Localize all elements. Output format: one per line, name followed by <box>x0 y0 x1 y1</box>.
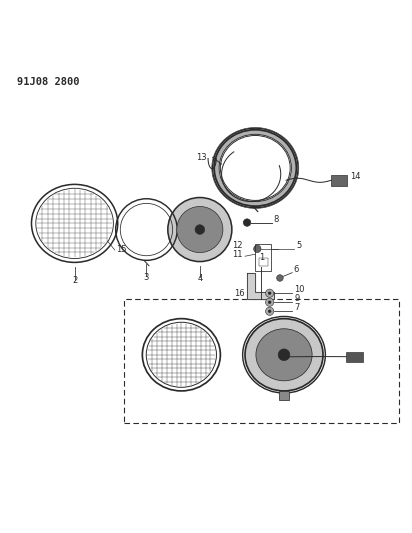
Bar <box>346 352 363 361</box>
Bar <box>331 175 347 185</box>
Text: 7: 7 <box>294 303 300 312</box>
Text: 5: 5 <box>296 241 302 251</box>
Text: 1: 1 <box>259 253 264 262</box>
Circle shape <box>268 292 271 295</box>
Bar <box>279 391 289 400</box>
Circle shape <box>243 219 251 227</box>
Circle shape <box>276 274 283 281</box>
Text: 10: 10 <box>294 285 305 294</box>
Circle shape <box>266 307 274 316</box>
Text: 11: 11 <box>232 250 243 259</box>
Text: 6: 6 <box>294 265 299 274</box>
Ellipse shape <box>219 134 291 201</box>
Circle shape <box>278 349 290 361</box>
Text: 3: 3 <box>144 273 149 282</box>
Circle shape <box>195 225 205 235</box>
Circle shape <box>254 245 261 253</box>
Text: 4: 4 <box>197 274 202 283</box>
Circle shape <box>268 301 271 304</box>
Text: 9: 9 <box>294 294 300 303</box>
Text: 12: 12 <box>232 241 243 250</box>
Text: 14: 14 <box>351 173 361 181</box>
Text: 91J08 2800: 91J08 2800 <box>17 77 80 87</box>
Text: 2: 2 <box>72 276 77 285</box>
Bar <box>259 259 267 265</box>
Text: 15: 15 <box>117 245 127 254</box>
Circle shape <box>268 310 271 313</box>
Ellipse shape <box>245 319 323 391</box>
Circle shape <box>266 298 274 306</box>
Text: 13: 13 <box>197 152 207 161</box>
Ellipse shape <box>177 206 223 253</box>
Text: 8: 8 <box>274 215 279 224</box>
Polygon shape <box>247 273 274 300</box>
Bar <box>124 300 399 423</box>
Ellipse shape <box>256 329 312 381</box>
Text: 16: 16 <box>234 289 245 298</box>
Circle shape <box>266 289 274 297</box>
Ellipse shape <box>213 128 297 207</box>
Ellipse shape <box>168 198 232 262</box>
